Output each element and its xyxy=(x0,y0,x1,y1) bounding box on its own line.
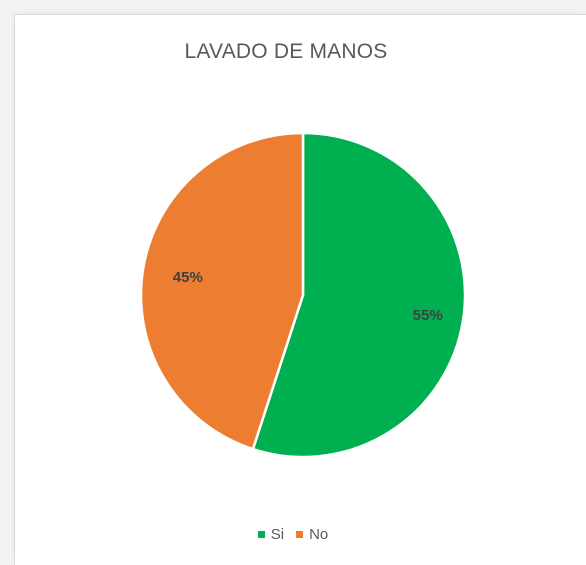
legend-swatch-no xyxy=(296,531,304,538)
pie-slice-no xyxy=(139,131,305,451)
legend-swatch-si xyxy=(257,531,265,538)
chart-legend: Si No xyxy=(0,526,586,543)
legend-item-no: No xyxy=(296,526,328,543)
legend-label-si: Si xyxy=(270,526,285,543)
pie-label-si: 55% xyxy=(413,307,443,324)
chart-title: LAVADO DE MANOS xyxy=(184,40,388,63)
pie-slice-si xyxy=(251,131,467,459)
pie-labels: 55% 45% xyxy=(173,269,443,324)
legend-label-no: No xyxy=(309,526,329,543)
pie-label-no: 45% xyxy=(173,269,203,286)
legend-item-si: Si xyxy=(257,526,285,543)
pie-slices xyxy=(139,131,467,459)
